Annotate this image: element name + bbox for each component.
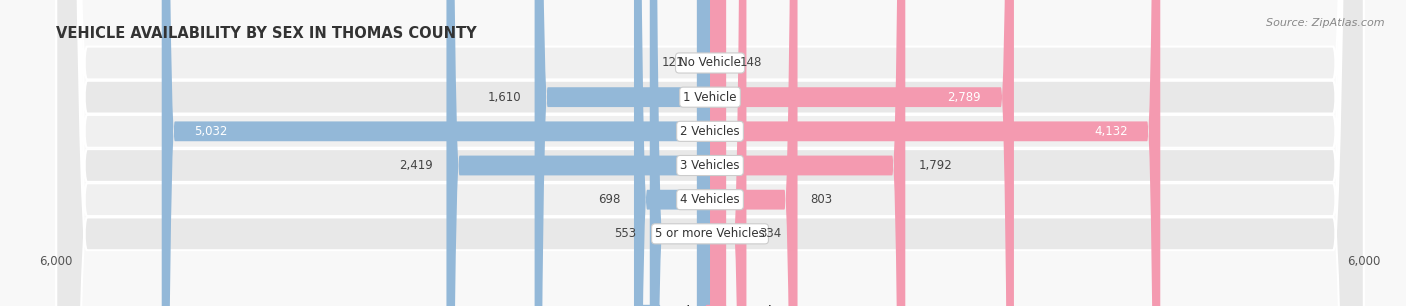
- Text: 5,032: 5,032: [194, 125, 228, 138]
- Text: 148: 148: [740, 57, 762, 69]
- Text: 334: 334: [759, 227, 782, 240]
- FancyBboxPatch shape: [56, 0, 1364, 306]
- Text: 1 Vehicle: 1 Vehicle: [683, 91, 737, 104]
- FancyBboxPatch shape: [634, 0, 710, 306]
- Text: 1,792: 1,792: [918, 159, 952, 172]
- Text: 2 Vehicles: 2 Vehicles: [681, 125, 740, 138]
- Text: 553: 553: [614, 227, 637, 240]
- FancyBboxPatch shape: [710, 0, 1160, 306]
- Text: 121: 121: [661, 57, 683, 69]
- FancyBboxPatch shape: [56, 0, 1364, 306]
- Text: No Vehicle: No Vehicle: [679, 57, 741, 69]
- Text: 2,419: 2,419: [399, 159, 433, 172]
- Text: 3 Vehicles: 3 Vehicles: [681, 159, 740, 172]
- FancyBboxPatch shape: [56, 0, 1364, 306]
- FancyBboxPatch shape: [56, 0, 1364, 306]
- FancyBboxPatch shape: [56, 0, 1364, 306]
- FancyBboxPatch shape: [710, 0, 905, 306]
- Text: 4 Vehicles: 4 Vehicles: [681, 193, 740, 206]
- FancyBboxPatch shape: [56, 0, 1364, 306]
- FancyBboxPatch shape: [534, 0, 710, 306]
- FancyBboxPatch shape: [447, 0, 710, 306]
- Text: VEHICLE AVAILABILITY BY SEX IN THOMAS COUNTY: VEHICLE AVAILABILITY BY SEX IN THOMAS CO…: [56, 26, 477, 41]
- Text: Source: ZipAtlas.com: Source: ZipAtlas.com: [1267, 18, 1385, 28]
- Text: 1,610: 1,610: [488, 91, 522, 104]
- FancyBboxPatch shape: [162, 0, 710, 306]
- Text: 803: 803: [811, 193, 832, 206]
- FancyBboxPatch shape: [710, 0, 797, 306]
- FancyBboxPatch shape: [710, 0, 725, 306]
- FancyBboxPatch shape: [710, 0, 747, 306]
- Text: 4,132: 4,132: [1094, 125, 1128, 138]
- Text: 698: 698: [599, 193, 621, 206]
- Legend: Male, Female: Male, Female: [636, 300, 785, 306]
- FancyBboxPatch shape: [697, 0, 710, 306]
- Text: 5 or more Vehicles: 5 or more Vehicles: [655, 227, 765, 240]
- FancyBboxPatch shape: [710, 0, 1014, 306]
- Text: 2,789: 2,789: [948, 91, 981, 104]
- FancyBboxPatch shape: [650, 0, 710, 306]
